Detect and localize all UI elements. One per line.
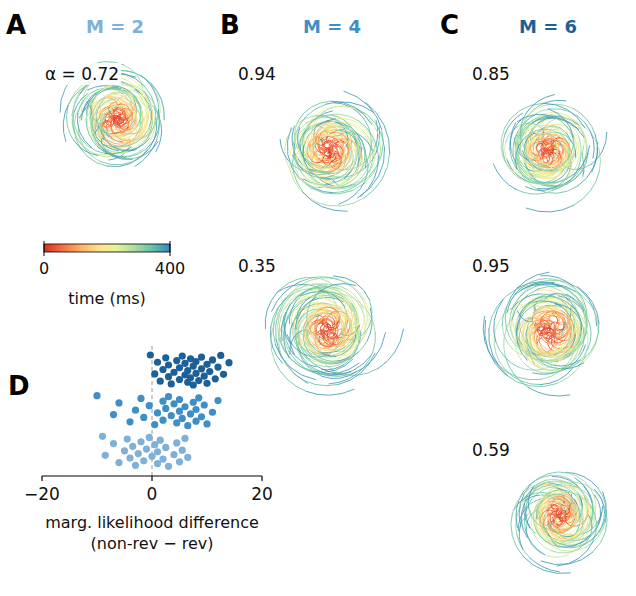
trajectory-segment bbox=[504, 321, 510, 356]
panel-title: M = 6 bbox=[519, 16, 577, 37]
panel-letter: B bbox=[220, 10, 240, 40]
alpha-label: 0.94 bbox=[238, 64, 276, 84]
trajectory-segment bbox=[132, 114, 133, 119]
trajectory-panel: A M = 2 α = 0.72 bbox=[6, 10, 164, 167]
trajectories bbox=[483, 272, 599, 396]
trajectory-panel: CM = 60.850.950.59 bbox=[440, 10, 607, 573]
trajectories bbox=[265, 276, 403, 395]
trajectory-segment bbox=[280, 139, 288, 160]
trajectory-segment bbox=[592, 135, 598, 172]
trajectory-segment bbox=[542, 104, 573, 108]
panel-title: M = 2 bbox=[86, 16, 144, 37]
panel-title: M = 4 bbox=[303, 16, 361, 37]
trajectory-segment bbox=[131, 120, 132, 125]
trajectory-segment bbox=[271, 327, 283, 363]
alpha-label: 0.35 bbox=[238, 256, 276, 276]
panel-letter: A bbox=[6, 10, 26, 40]
trajectory-segment bbox=[303, 192, 347, 211]
trajectory-panel: B M = 4 0.94 0.35 bbox=[220, 10, 403, 395]
trajectory-segment bbox=[378, 329, 404, 368]
trajectory-segment bbox=[582, 154, 583, 162]
trajectory-segment bbox=[526, 205, 573, 212]
alpha-label: 0.85 bbox=[472, 64, 510, 84]
trajectory-segment bbox=[528, 387, 570, 396]
trajectory-segment bbox=[505, 370, 540, 385]
trajectories bbox=[493, 95, 607, 212]
trajectory-segment bbox=[318, 198, 365, 206]
panel-letter: C bbox=[440, 10, 459, 40]
figure: A M = 2 α = 0.72 B M = 4 0.94 0.35 C M = 6 0.85 0.… bbox=[0, 0, 636, 596]
alpha-label: α = 0.72 bbox=[45, 64, 119, 84]
trajectories bbox=[280, 91, 390, 211]
trajectory-segment bbox=[364, 153, 389, 198]
trajectory-segment bbox=[323, 106, 357, 112]
trajectory-segment bbox=[322, 365, 344, 370]
trajectory-segment bbox=[306, 389, 354, 395]
trajectory-segment bbox=[546, 100, 566, 102]
trajectory-segment bbox=[582, 146, 583, 153]
trajectory-segment bbox=[489, 329, 509, 377]
